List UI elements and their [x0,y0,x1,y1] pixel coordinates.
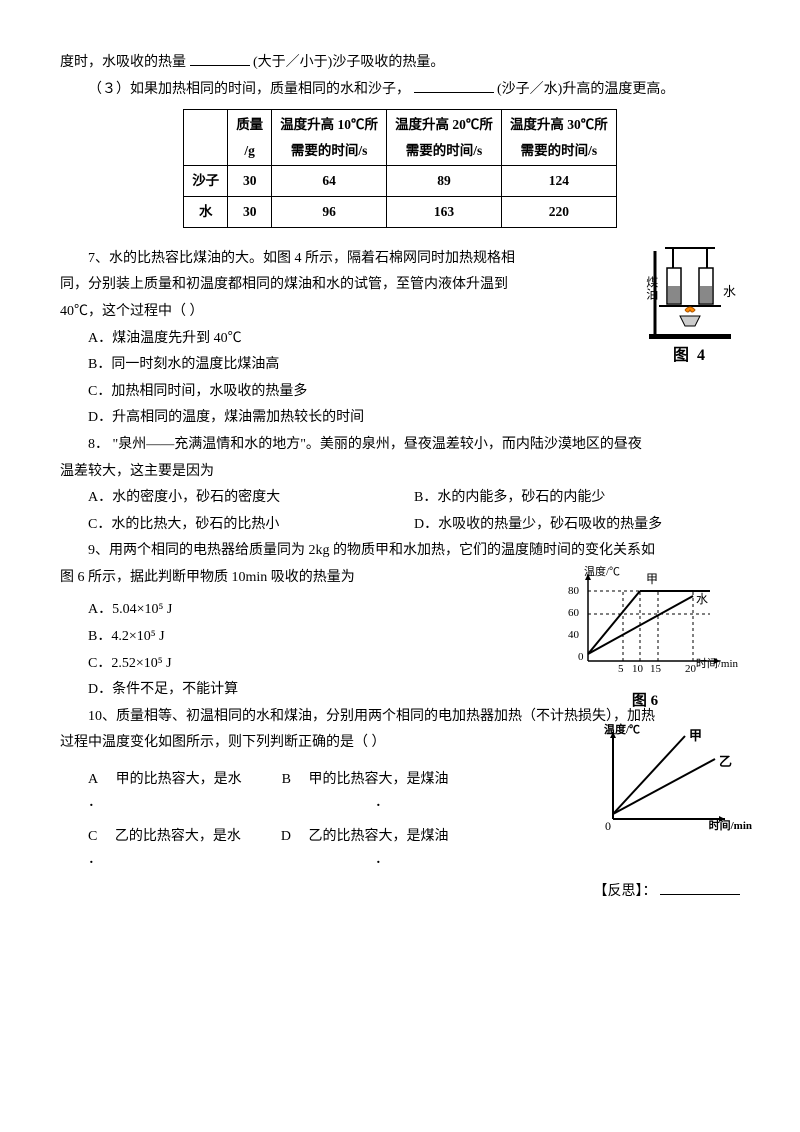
fig6-x-axis: 时间/min [696,654,738,675]
dot: ． [375,847,387,874]
cell: 124 [501,166,616,197]
th-mass: 质量 /g [228,110,272,166]
question-8: 8． "泉州——充满温情和水的地方"。美丽的泉州，昼夜温差较小，而内陆沙漠地区的… [60,432,740,538]
table-row: 水 30 96 163 220 [184,197,617,228]
experiment-table: 质量 /g 温度升高 10℃所 需要的时间/s 温度升高 20℃所 需要的时间/… [183,109,617,228]
q8-opt-d[interactable]: D．水吸收的热量少，砂石吸收的热量多 [414,512,740,539]
th-t30: 温度升高 30℃所 需要的时间/s [501,110,616,166]
cell: 30 [228,197,272,228]
cell: 163 [387,197,502,228]
intro-line-2: （３）如果加热相同的时间，质量相同的水和沙子， (沙子／水)升高的温度更高。 [60,77,740,104]
blank-1[interactable] [190,51,250,66]
q7-opt-a[interactable]: A．煤油温度先升到 40℃ [60,326,740,353]
fig10-x-axis: 时间/min [709,816,752,837]
svg-text:15: 15 [650,663,662,675]
q8-opt-b[interactable]: B．水的内能多，砂石的内能少 [414,485,740,512]
cell: 89 [387,166,502,197]
fig4-water-label: 水 [723,280,736,305]
question-10: 10、质量相等、初温相同的水和煤油，分别用两个相同的电加热器加热（不计热损失），… [60,704,740,906]
figure-6: 80 60 40 0 5 10 15 20 温度/℃ 时间/min 甲 水 图 … [560,566,730,715]
fig6-y-axis: 温度/℃ [584,562,620,583]
fig6-water: 水 [696,588,708,611]
q7-p3: 40℃，这个过程中（ ） [60,299,740,326]
intro-line-1: 度时，水吸收的热量 (大于／小于)沙子吸收的热量。 [60,50,740,77]
cell: 沙子 [184,166,228,197]
question-7: 煤油 水 图 4 7、水的比热容比煤油的大。如图 4 所示，隔着石棉网同时加热规… [60,246,740,432]
fig6-jia: 甲 [646,568,658,591]
cell: 96 [272,197,387,228]
reflect-label: 【反思】： [594,884,657,899]
table-row: 沙子 30 64 89 124 [184,166,617,197]
reflection: 【反思】： [60,879,740,906]
svg-text:20: 20 [685,663,697,675]
intro-2-pre: （３）如果加热相同的时间，质量相同的水和沙子， [88,82,410,97]
blank-2[interactable] [414,78,494,93]
q7-p2: 同，分别装上质量和初温度都相同的煤油和水的试管，至管内液体升温到 [60,272,740,299]
dot: ． [375,790,387,817]
fig10-yi: 乙 [719,750,732,775]
q7-opt-d[interactable]: D．升高相同的温度，煤油需加热较长的时间 [60,405,740,432]
fig10-jia: 甲 [689,724,702,749]
q8-opt-a[interactable]: A．水的密度小，砂石的密度大 [88,485,414,512]
intro-1-pre: 度时，水吸收的热量 [60,55,186,70]
cell: 220 [501,197,616,228]
dot: ． [88,790,100,817]
q7-p1: 7、水的比热容比煤油的大。如图 4 所示，隔着石棉网同时加热规格相 [60,246,740,273]
th-blank [184,110,228,166]
dot: ． [88,847,100,874]
q7-opt-b[interactable]: B．同一时刻水的温度比煤油高 [60,352,740,379]
svg-text:40: 40 [568,629,580,641]
th-t10: 温度升高 10℃所 需要的时间/s [272,110,387,166]
figure-10: 0 温度/℃ 时间/min 甲 乙 [590,724,740,845]
table-row: 质量 /g 温度升高 10℃所 需要的时间/s 温度升高 20℃所 需要的时间/… [184,110,617,166]
svg-text:0: 0 [605,819,611,833]
cell: 30 [228,166,272,197]
page: 度时，水吸收的热量 (大于／小于)沙子吸收的热量。 （３）如果加热相同的时间，质… [0,0,800,1132]
q9-p1: 9、用两个相同的电热器给质量同为 2kg 的物质甲和水加热，它们的温度随时间的变… [60,538,740,565]
reflect-blank[interactable] [660,880,740,895]
svg-text:5: 5 [618,663,624,675]
svg-text:0: 0 [578,651,584,663]
question-9: 9、用两个相同的电热器给质量同为 2kg 的物质甲和水加热，它们的温度随时间的变… [60,538,740,704]
th-t20: 温度升高 20℃所 需要的时间/s [387,110,502,166]
cell: 水 [184,197,228,228]
fig10-y-axis: 温度/℃ [604,720,640,741]
q8-opt-c[interactable]: C．水的比热大，砂石的比热小 [88,512,414,539]
svg-text:80: 80 [568,585,580,597]
intro-2-post: (沙子／水)升高的温度更高。 [497,82,674,97]
svg-text:10: 10 [632,663,644,675]
figure-4-caption: 图 4 [640,341,740,371]
cell: 64 [272,166,387,197]
q8-p2: 温差较大，这主要是因为 [60,459,740,486]
fig4-oil-label: 煤油 [640,276,663,300]
q8-p1: 8． "泉州——充满温情和水的地方"。美丽的泉州，昼夜温差较小，而内陆沙漠地区的… [60,432,740,459]
figure-4: 煤油 水 图 4 [640,246,740,371]
intro-1-post: (大于／小于)沙子吸收的热量。 [253,55,444,70]
svg-text:60: 60 [568,607,580,619]
q7-opt-c[interactable]: C．加热相同时间，水吸收的热量多 [60,379,740,406]
